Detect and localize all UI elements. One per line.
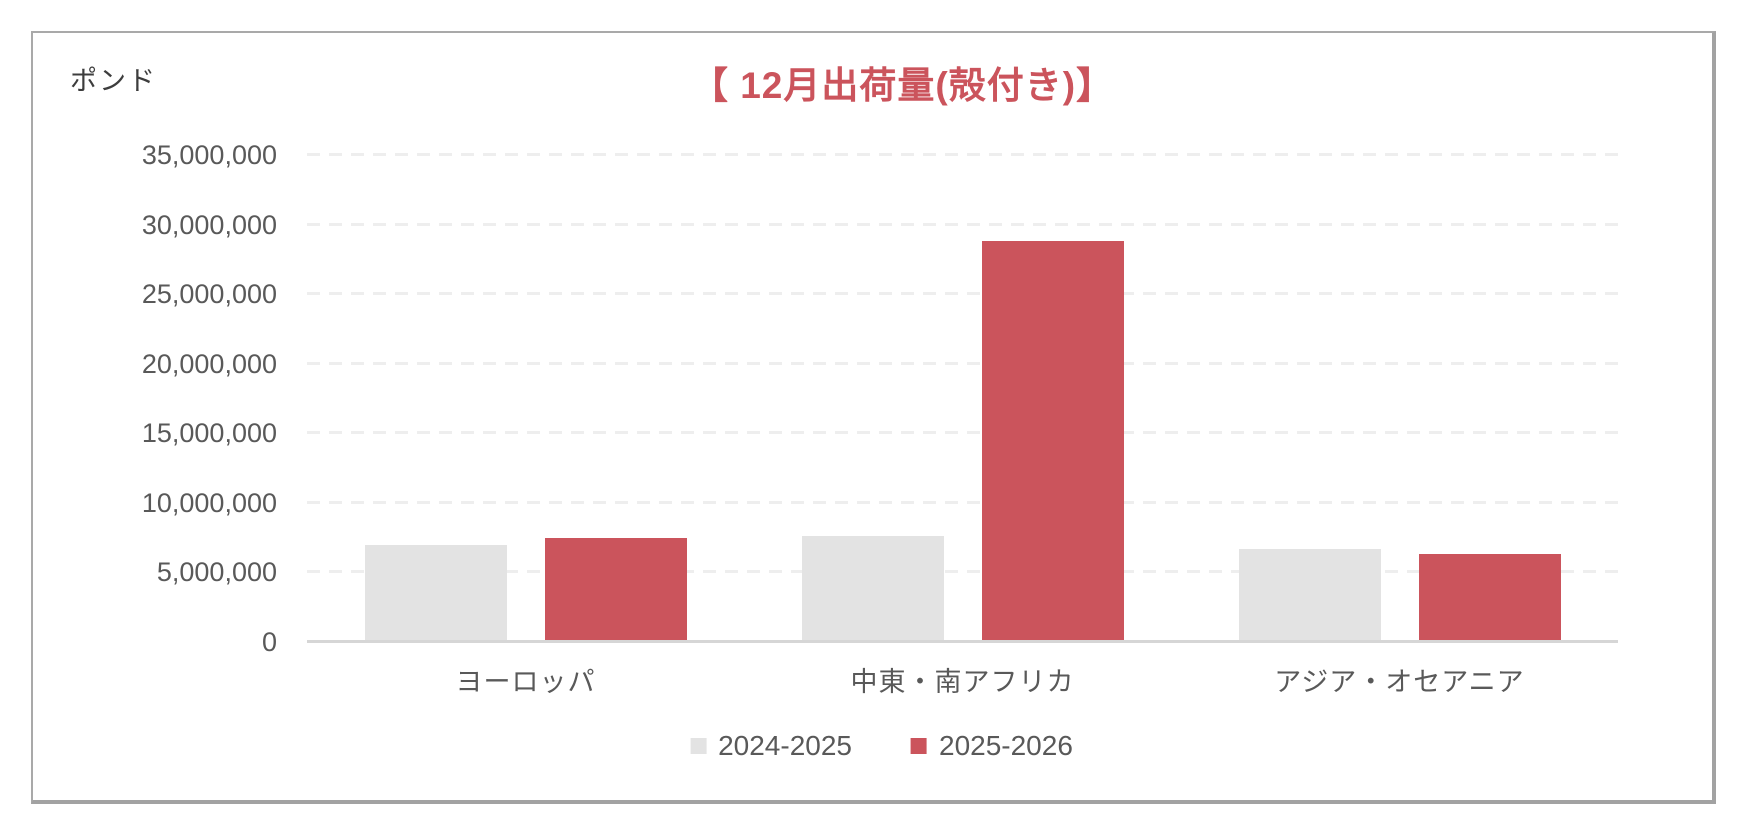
gridline (307, 500, 1618, 504)
bar-2025-2026 (1418, 554, 1561, 642)
x-axis-category-label: アジア・オセアニア (1274, 667, 1525, 697)
gridline (307, 153, 1618, 156)
legend-item: 2024-2025 (690, 730, 852, 762)
y-tick-label: 20,000,000 (141, 348, 277, 379)
y-axis: 0 5,000,000 10,000,000 15,000,000 20,000,000… (33, 140, 277, 657)
y-tick-label: 10,000,000 (141, 487, 277, 518)
bar-2024-2025 (364, 544, 507, 642)
y-tick-label: 0 (261, 627, 277, 657)
plot-area (307, 153, 1618, 643)
gridline (307, 361, 1618, 365)
y-tick-label: 25,000,000 (141, 279, 277, 310)
gridline (307, 570, 1618, 574)
gridline (307, 222, 1618, 226)
category-group (307, 155, 744, 642)
y-tick-label: 15,000,000 (141, 418, 277, 449)
legend-label: 2024-2025 (718, 730, 852, 761)
bars-row (307, 155, 1618, 642)
legend-swatch (911, 738, 927, 754)
gridline (307, 292, 1618, 296)
chart-frame: ポンド 【 12月出荷量(殻付き)】 0 5,000,000 10,000,000 1… (31, 31, 1716, 804)
legend-label: 2025-2026 (939, 730, 1073, 761)
x-axis-category-label: 中東・南アフリカ (850, 667, 1075, 697)
category-group (744, 155, 1181, 642)
x-axis-category-label: ヨーロッパ (455, 667, 596, 697)
y-tick-label: 30,000,000 (141, 209, 277, 240)
chart-title: 【 12月出荷量(殻付き)】 (690, 65, 1115, 106)
bar-2024-2025 (1238, 548, 1381, 642)
bar-2025-2026 (981, 241, 1124, 642)
x-axis-line (307, 640, 1618, 643)
legend-swatch (690, 738, 707, 754)
bar-2024-2025 (801, 536, 944, 642)
y-axis-unit-label: ポンド (70, 66, 157, 96)
gridline (307, 431, 1618, 435)
legend: 2024-2025 2025-2026 (690, 730, 1073, 762)
y-tick-label: 35,000,000 (141, 140, 277, 170)
bar-2025-2026 (544, 537, 687, 642)
x-axis-labels: ヨーロッパ 中東・南アフリカ アジア・オセアニア (307, 666, 1618, 698)
legend-item: 2025-2026 (911, 730, 1073, 762)
y-tick-label: 5,000,000 (156, 557, 277, 588)
category-group (1181, 155, 1618, 642)
